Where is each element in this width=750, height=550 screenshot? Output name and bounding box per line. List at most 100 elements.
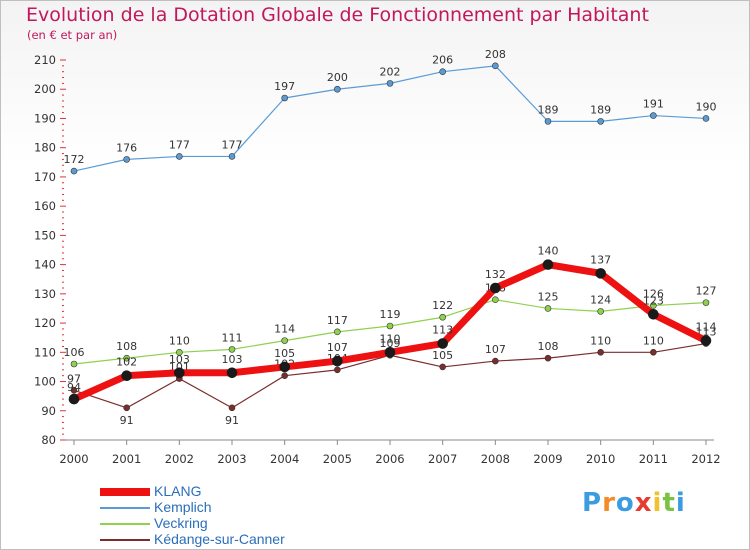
legend-swatch <box>100 523 150 525</box>
logo-letter: P <box>582 488 603 518</box>
data-label: 110 <box>380 332 401 345</box>
data-label: 124 <box>590 293 611 306</box>
logo-letter: i <box>652 488 663 518</box>
data-point <box>68 393 80 405</box>
data-point <box>544 305 552 312</box>
data-label: 103 <box>169 353 190 366</box>
data-point <box>492 62 499 70</box>
data-label: 114 <box>274 323 295 336</box>
data-point <box>597 349 604 356</box>
legend-swatch <box>100 507 150 509</box>
data-label: 106 <box>64 346 85 359</box>
data-label: 117 <box>327 314 348 327</box>
data-point <box>384 347 396 358</box>
data-label: 177 <box>222 138 243 151</box>
data-point <box>123 404 130 412</box>
chart-title: Evolution de la Dotation Globale de Fonc… <box>26 4 649 26</box>
x-tick-label: 2011 <box>639 452 668 466</box>
data-label: 105 <box>274 347 295 360</box>
data-label: 127 <box>696 285 717 298</box>
data-label: 108 <box>538 340 559 353</box>
data-point <box>597 118 604 125</box>
data-label: 190 <box>696 100 717 113</box>
data-label: 91 <box>120 414 134 427</box>
data-label: 103 <box>222 353 243 366</box>
data-label: 197 <box>274 80 295 93</box>
data-label: 189 <box>590 103 611 116</box>
data-label: 137 <box>590 253 611 266</box>
logo-letter: o <box>615 488 635 518</box>
data-point <box>281 372 288 379</box>
data-label: 107 <box>485 343 506 356</box>
data-point <box>648 309 659 320</box>
logo-letter: t <box>662 488 676 518</box>
data-point <box>332 355 343 367</box>
y-tick-label: 90 <box>41 404 56 418</box>
x-tick-label: 2001 <box>112 452 141 466</box>
data-point <box>492 357 499 365</box>
legend-label: Kemplich <box>154 499 212 515</box>
data-point <box>176 153 183 160</box>
y-tick-label: 110 <box>34 345 56 359</box>
data-point <box>334 85 341 93</box>
data-label: 202 <box>380 65 401 78</box>
data-point <box>702 299 710 306</box>
data-point <box>597 308 604 315</box>
data-point <box>544 118 552 125</box>
data-point <box>595 268 606 279</box>
data-point <box>123 354 130 362</box>
y-tick-label: 170 <box>34 170 56 184</box>
legend-item: Kédange-sur-Canner <box>100 531 360 548</box>
data-label: 109 <box>380 337 401 350</box>
data-label: 119 <box>380 308 401 321</box>
data-point <box>228 346 236 353</box>
data-label: 206 <box>432 54 453 67</box>
data-point <box>281 337 288 344</box>
legend-item: KLANG <box>100 483 360 500</box>
y-tick-label: 80 <box>41 433 56 447</box>
data-point <box>123 156 130 163</box>
data-point <box>174 367 185 379</box>
data-point <box>439 313 446 321</box>
data-label: 108 <box>116 340 137 353</box>
y-tick-label: 120 <box>34 316 56 330</box>
data-label: 208 <box>485 48 506 61</box>
data-point <box>70 387 78 394</box>
data-point <box>542 259 554 270</box>
data-point <box>700 335 712 346</box>
data-label: 176 <box>116 141 137 154</box>
x-tick-label: 2010 <box>586 452 615 466</box>
legend-label: KLANG <box>154 483 202 499</box>
data-point <box>279 361 290 373</box>
legend-swatch <box>100 488 150 496</box>
data-point <box>70 167 78 175</box>
y-tick-label: 190 <box>34 111 56 125</box>
data-label: 110 <box>169 334 190 347</box>
data-point <box>437 338 448 349</box>
logo-letter: x <box>634 488 653 518</box>
data-label: 132 <box>485 268 506 281</box>
data-label: 91 <box>225 414 239 427</box>
data-label: 191 <box>643 98 664 111</box>
data-point <box>386 80 394 87</box>
legend-swatch <box>100 539 150 541</box>
data-label: 110 <box>643 334 664 347</box>
data-label: 111 <box>222 331 243 344</box>
data-label: 122 <box>432 299 453 312</box>
x-tick-label: 2012 <box>691 452 720 466</box>
data-label: 200 <box>327 71 348 84</box>
data-point <box>702 115 710 122</box>
legend-item: Kemplich <box>100 499 360 516</box>
logo-letter: r <box>602 488 616 518</box>
x-tick-label: 2000 <box>59 452 88 466</box>
data-point <box>226 367 238 379</box>
data-label: 110 <box>590 334 611 347</box>
y-tick-label: 210 <box>34 53 56 67</box>
data-label: 102 <box>116 356 137 369</box>
data-label: 114 <box>696 321 717 334</box>
data-point <box>544 354 552 362</box>
data-label: 125 <box>538 290 559 303</box>
x-tick-label: 2007 <box>428 452 457 466</box>
